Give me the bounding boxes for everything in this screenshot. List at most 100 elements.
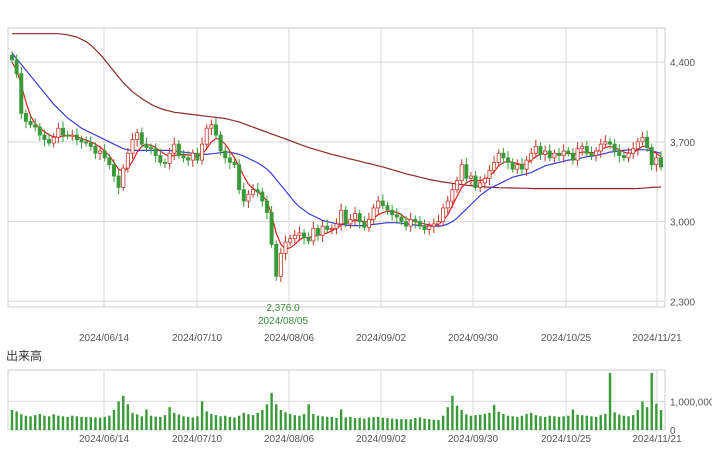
volume-bar (126, 404, 130, 430)
volume-bar (191, 417, 194, 430)
volume-bar (506, 415, 510, 430)
volume-bar (321, 416, 324, 430)
volume-bar (497, 411, 500, 430)
candle-body (631, 148, 636, 154)
volume-bar (47, 416, 51, 430)
candle-body (459, 164, 464, 181)
candle-body (524, 159, 529, 170)
volume-bar (451, 395, 454, 430)
candle-body (468, 175, 473, 179)
candle-body (362, 221, 367, 228)
candle-body (404, 221, 409, 227)
candle-body (348, 218, 353, 225)
candle-body (339, 209, 344, 225)
volume-bar (24, 415, 28, 430)
candle-body (343, 209, 348, 225)
volume-bar (409, 419, 412, 430)
volume-bar (400, 419, 403, 430)
price-x-tick-4: 2024/09/30 (448, 333, 498, 344)
low-value-label: 2,376.0 (266, 303, 300, 314)
candle-body (325, 225, 330, 230)
candle-body (390, 209, 395, 216)
volume-bar (511, 416, 514, 430)
candle-body (84, 141, 89, 144)
candle-body (302, 232, 307, 238)
candle-body (149, 147, 154, 150)
volume-bar (57, 415, 60, 430)
candle-body (621, 155, 626, 159)
candle-body (111, 164, 116, 177)
candle-body (417, 221, 422, 227)
candle-body (227, 157, 232, 163)
volume-bar (446, 407, 449, 430)
price-x-tick-0: 2024/06/14 (79, 333, 129, 344)
ma-mid-line (11, 52, 662, 227)
volume-bar (108, 415, 111, 430)
candle-body (269, 212, 274, 245)
candle-body (436, 221, 441, 225)
volume-bar (168, 407, 171, 430)
volume-bar (460, 410, 463, 430)
volume-bar (557, 416, 561, 430)
volume-bar (418, 417, 422, 430)
volume-bar (520, 415, 524, 430)
candle-body (251, 189, 256, 195)
volume-y-tick-0: 1,000,000 (670, 397, 712, 408)
volume-bar (594, 416, 598, 430)
volume-bar (339, 409, 343, 430)
volume-bar (479, 414, 482, 430)
candle-body (487, 169, 492, 179)
volume-bar (103, 416, 106, 430)
candle-body (200, 143, 205, 161)
candle-body (51, 136, 56, 144)
volume-x-axis: 2024/06/14 2024/07/10 2024/08/06 2024/09/02… (79, 434, 682, 445)
volume-bar (516, 416, 519, 430)
volume-bar (627, 416, 630, 430)
volume-bar (330, 416, 334, 430)
candle-body (566, 150, 571, 154)
volume-bar (404, 419, 408, 430)
ma-long-line (12, 33, 662, 190)
price-x-tick-1: 2024/07/10 (172, 333, 222, 344)
candle-body (552, 152, 557, 159)
volume-bar (247, 414, 250, 430)
volume-bar (302, 414, 306, 430)
candle-body (612, 143, 617, 152)
candle-body (329, 228, 334, 230)
volume-bar (256, 412, 259, 430)
candle-body (121, 167, 126, 188)
candle-body (598, 143, 603, 152)
volume-bar (293, 415, 296, 430)
moving-averages (11, 33, 662, 250)
volume-bar (66, 416, 69, 430)
volume-bar (251, 415, 255, 430)
candle-body (547, 150, 552, 159)
candle-body (274, 243, 279, 277)
volume-bar (131, 412, 134, 430)
volume-bar (242, 412, 245, 430)
candle-body (543, 150, 548, 155)
candle-body (320, 225, 325, 236)
price-x-tick-5: 2024/10/25 (541, 333, 591, 344)
volume-bar (650, 372, 653, 430)
candle-body (570, 152, 575, 161)
candle-body (88, 142, 93, 147)
volume-bar (631, 415, 635, 430)
volume-bar (145, 409, 148, 430)
volume-bar (349, 416, 352, 430)
volume-bar (622, 415, 626, 430)
candle-body (654, 157, 659, 166)
volume-bar (228, 416, 232, 430)
volume-bar (608, 372, 612, 430)
volume-x-tick-4: 2024/09/30 (448, 434, 498, 445)
candle-body (292, 234, 297, 240)
volume-title: 出来高 (6, 348, 42, 363)
candle-body (311, 228, 316, 242)
candle-body (608, 141, 613, 145)
volume-bar (659, 410, 663, 430)
candle-body (561, 150, 566, 156)
volume-bar (122, 395, 125, 430)
candle-body (135, 132, 140, 141)
volume-bar (645, 407, 649, 430)
volume-bar (390, 418, 394, 430)
